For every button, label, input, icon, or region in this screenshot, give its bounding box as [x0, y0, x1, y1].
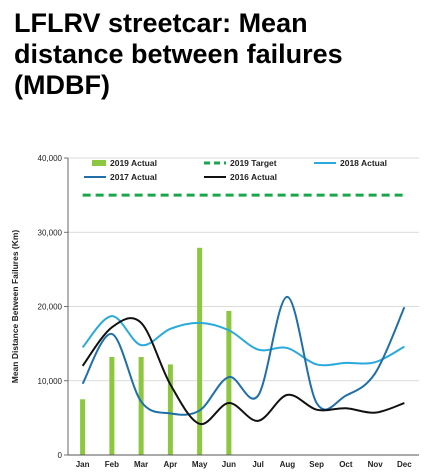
bar-2019-actual-mar: [138, 356, 144, 455]
x-tick-label: Mar: [134, 460, 148, 469]
x-tick-label: Apr: [163, 460, 177, 469]
line-2016-actual: [81, 317, 405, 425]
bar-2019-actual-may: [197, 247, 203, 455]
slide-title: LFLRV streetcar: Mean distance between f…: [14, 8, 343, 100]
bar-2019-actual-jun: [226, 310, 232, 455]
chart-frame: 0 10,000 20,000 30,000 40,000 Jan Feb Mar Apr May…: [0, 148, 436, 475]
bar-2019-actual-feb: [109, 356, 115, 455]
y-tick-label: 30,000: [38, 228, 63, 237]
mdbf-chart: 0 10,000 20,000 30,000 40,000 Jan Feb Mar Apr May…: [10, 154, 419, 469]
line-2018-actual: [81, 315, 405, 367]
x-tick-label: Nov: [368, 460, 384, 469]
legend-label-2017-actual: 2017 Actual: [110, 172, 157, 182]
line-2017-actual: [81, 295, 406, 416]
grid-layer: [68, 157, 419, 382]
y-axis-title: Mean Distance Between Failures (Km): [10, 230, 20, 384]
x-tick-label: May: [192, 460, 208, 469]
legend-layer: 2019 Actual 2019 Target 2018 Actual 2017 Ac…: [84, 158, 387, 182]
y-tick-label: 20,000: [38, 303, 63, 312]
bar-2019-actual-apr: [167, 364, 173, 455]
x-tick-label: Oct: [339, 460, 353, 469]
x-tick-label: Jan: [76, 460, 90, 469]
x-tick-label: Aug: [280, 460, 296, 469]
legend-label-2019-target: 2019 Target: [230, 158, 277, 168]
legend-label-2018-actual: 2018 Actual: [340, 158, 387, 168]
axis-layer: 0 10,000 20,000 30,000 40,000 Jan Feb Mar Apr May…: [10, 154, 419, 469]
x-tick-label: Sep: [309, 460, 324, 469]
legend-label-2019-actual: 2019 Actual: [110, 158, 157, 168]
legend-swatch-2019-actual: [92, 160, 106, 166]
x-tick-label: Feb: [105, 460, 119, 469]
x-tick-label: Jun: [222, 460, 236, 469]
line-layer: [81, 193, 406, 425]
bar-layer: [80, 247, 232, 455]
bar-2019-actual-jan: [80, 399, 86, 455]
y-tick-label: 40,000: [38, 154, 63, 163]
y-tick-label: 0: [58, 451, 63, 460]
x-tick-label: Jul: [252, 460, 264, 469]
y-tick-label: 10,000: [38, 377, 63, 386]
x-tick-label: Dec: [397, 460, 412, 469]
legend-label-2016-actual: 2016 Actual: [230, 172, 277, 182]
